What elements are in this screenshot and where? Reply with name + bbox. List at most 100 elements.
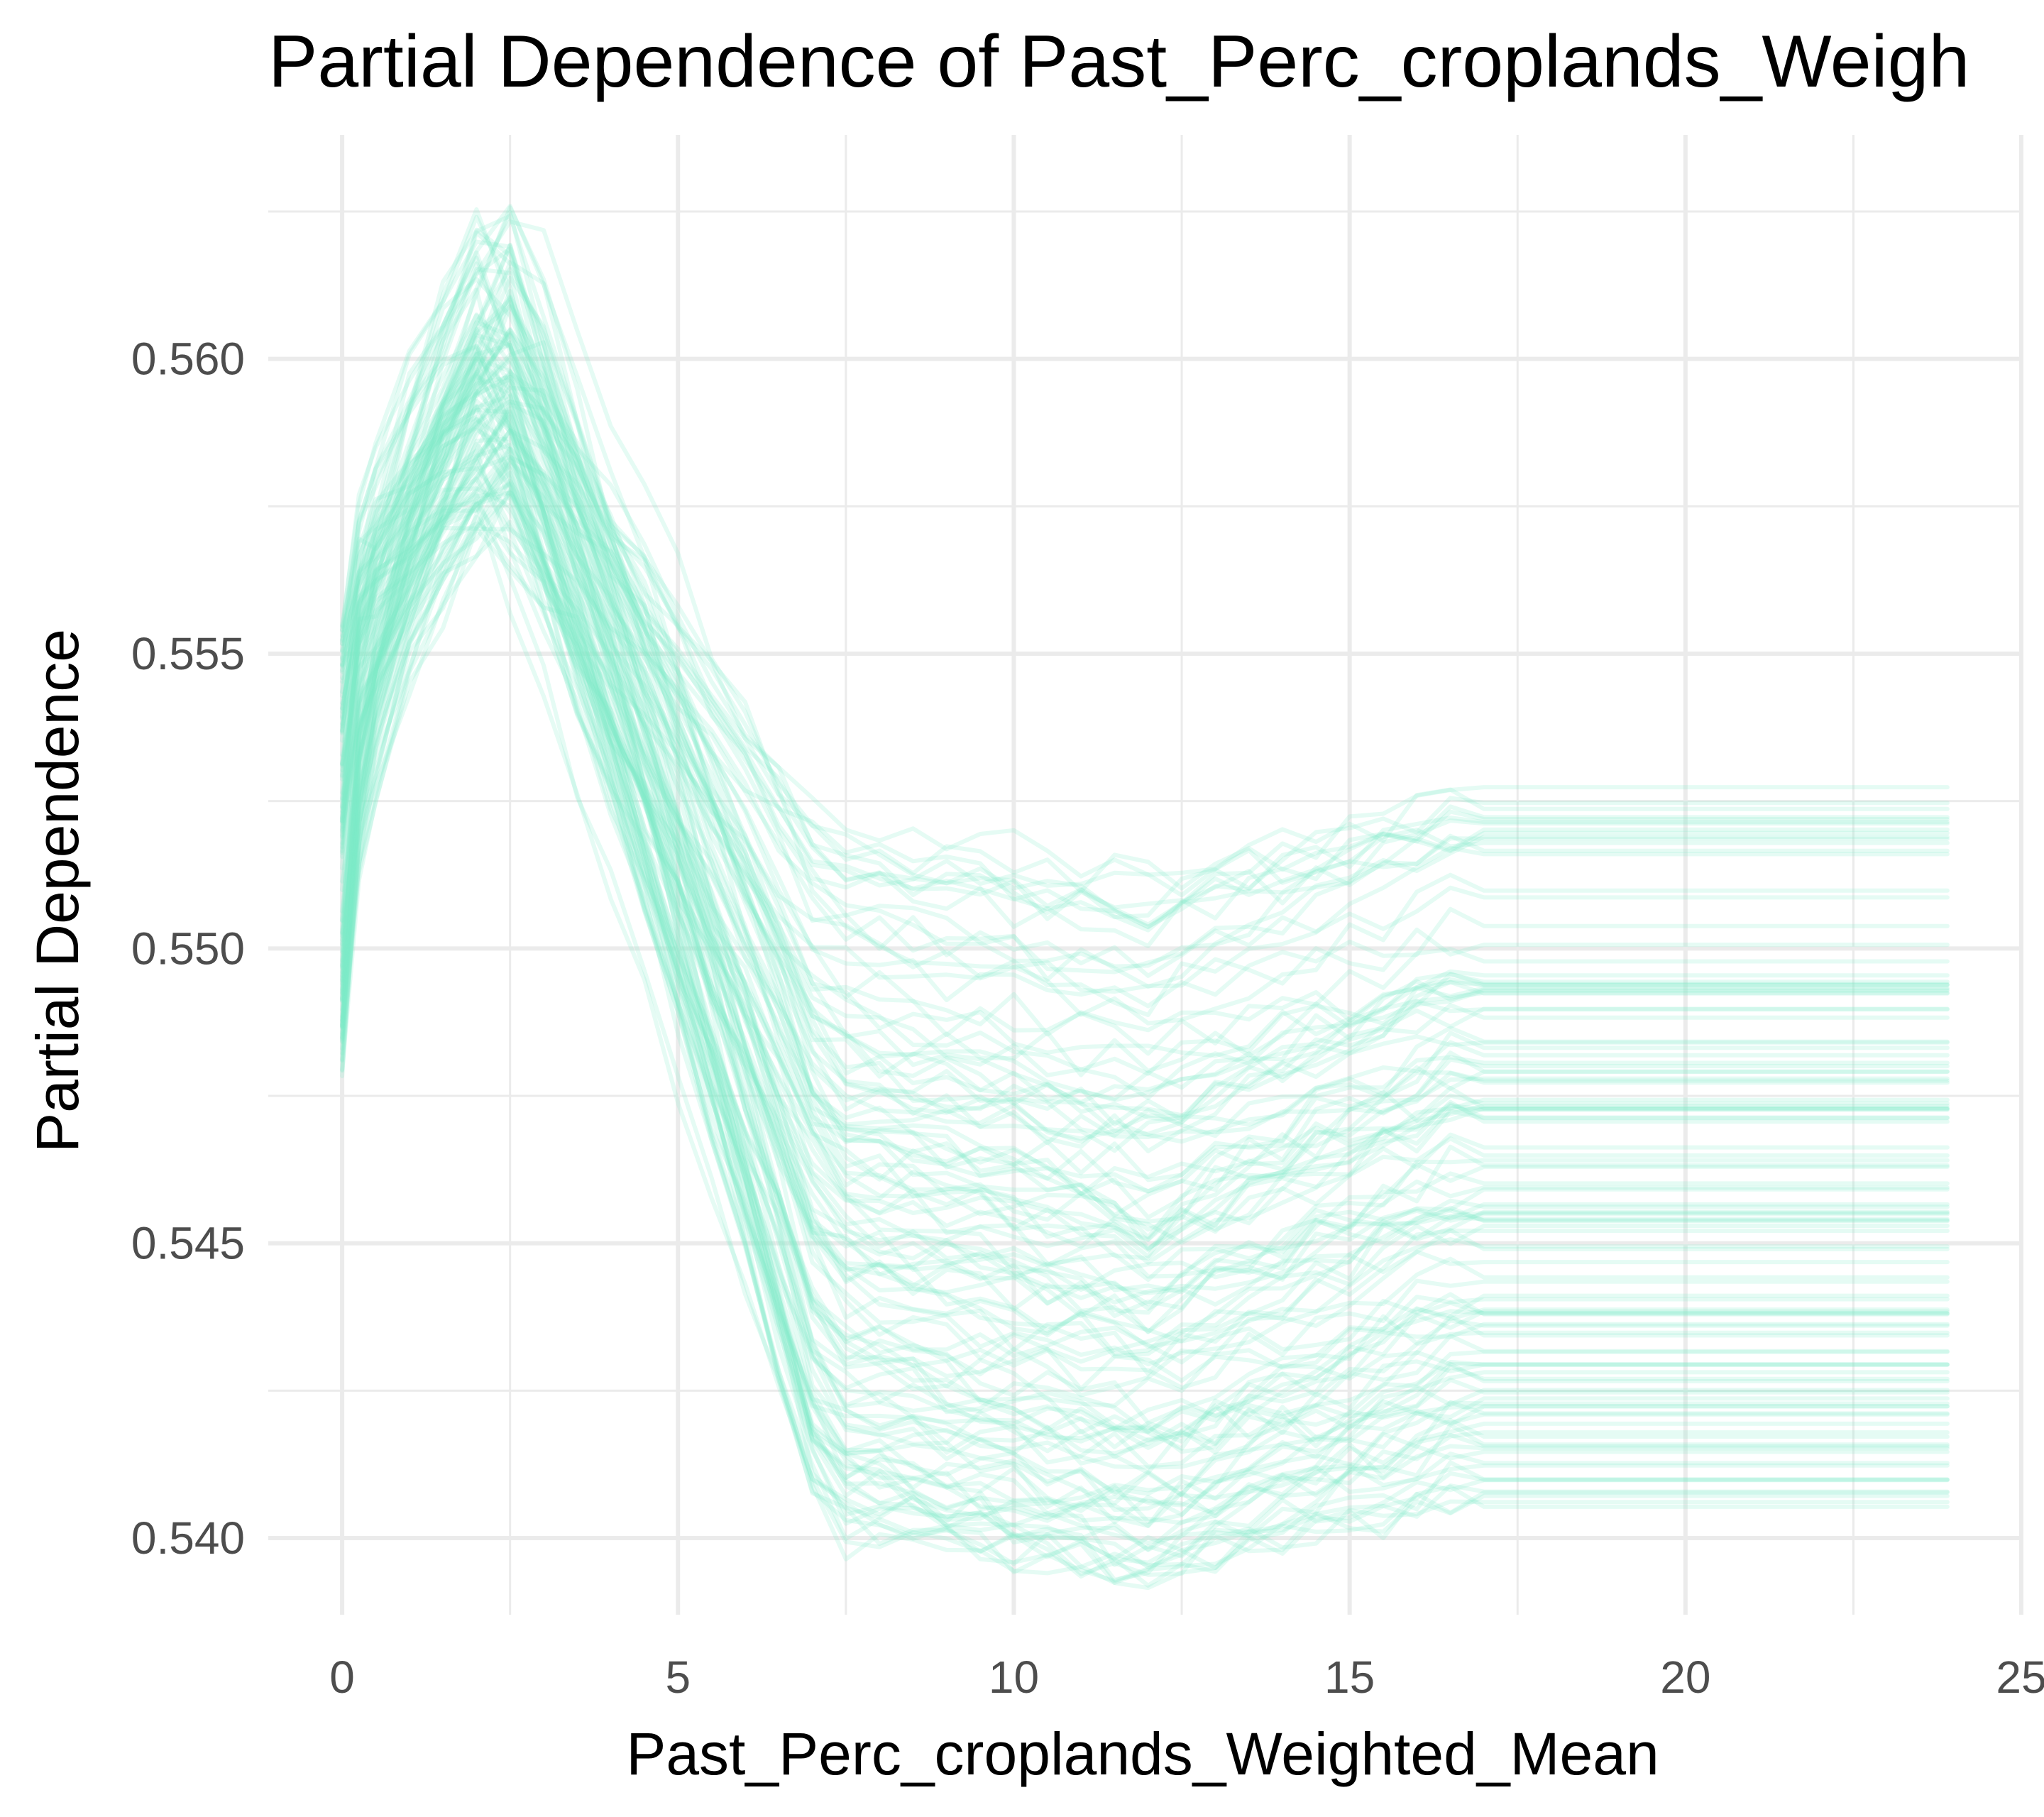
pd-series-line [340, 227, 1950, 1218]
pd-series-line [340, 399, 1950, 1513]
pd-series-line [340, 443, 1950, 1552]
pd-series-line [340, 502, 1950, 1545]
pd-series-line [340, 527, 1950, 1307]
pd-series-line [340, 243, 1950, 1182]
pd-series-line [340, 250, 1950, 1450]
y-axis-title: Partial Dependence [24, 629, 91, 1153]
pd-series-line [340, 441, 1950, 1295]
pd-series-line [340, 346, 1950, 1390]
pd-series-line [340, 205, 1950, 1367]
pd-series-line [340, 406, 1950, 1567]
pd-series-line [340, 400, 1950, 929]
pd-series-line [340, 320, 1950, 1102]
pd-series-line [340, 488, 1950, 1432]
pd-series-line [340, 411, 1950, 1194]
pd-series-line [340, 295, 1950, 1552]
pd-series-line [340, 261, 1950, 1242]
x-tick-label: 15 [1324, 1652, 1375, 1703]
pd-series-line [340, 388, 1950, 1470]
y-tick-label: 0.540 [131, 1513, 245, 1564]
pd-series-line [340, 367, 1950, 1334]
pd-series-line [340, 326, 1950, 1023]
pd-series-line [340, 356, 1950, 1582]
pd-series-line [340, 358, 1950, 1591]
pd-series-line [340, 427, 1950, 1356]
pd-series-line [340, 404, 1950, 1451]
pd-series-line [340, 374, 1950, 1009]
pd-series-line [340, 370, 1950, 1282]
pd-series-line [340, 394, 1950, 1077]
pd-series-line [340, 461, 1950, 1513]
pd-series-line [340, 333, 1950, 1344]
pd-series-line [340, 343, 1950, 1194]
pd-series-line [340, 414, 1950, 1588]
pd-series-line [340, 482, 1950, 1434]
pd-series-line [340, 515, 1950, 1017]
pd-series-line [340, 331, 1950, 933]
grid [268, 135, 2023, 1615]
chart-title: Partial Dependence of Past_Perc_cropland… [268, 21, 1969, 103]
pd-series-line [340, 486, 1950, 1259]
x-tick-label: 20 [1660, 1652, 1710, 1703]
pd-series-line [340, 214, 1950, 1358]
pd-series-line [340, 256, 1950, 1292]
pd-series-line [340, 210, 1950, 1364]
pd-series-line [340, 521, 1950, 1498]
pd-series-line [340, 500, 1950, 1197]
pd-series-line [340, 429, 1950, 1251]
pd-series-line [340, 313, 1950, 1118]
pd-series-line [340, 204, 1950, 1153]
pd-series-line [340, 304, 1950, 1102]
pd-series-line [340, 446, 1950, 1425]
pd-series-line [340, 393, 1950, 1311]
pd-series-line [340, 330, 1950, 1512]
pd-series-line [340, 448, 1950, 1408]
y-tick-label: 0.560 [131, 334, 245, 385]
pd-series-line [340, 344, 1950, 1583]
y-tick-label: 0.555 [131, 628, 245, 679]
pd-series-line [340, 520, 1950, 1569]
pd-series-line [340, 428, 1950, 978]
pd-series-line [340, 454, 1950, 975]
pd-series-line [340, 267, 1950, 1138]
pd-series-line [340, 312, 1950, 1002]
pd-series-line [340, 466, 1950, 1261]
pd-series-line [340, 369, 1950, 1153]
x-tick-label: 0 [329, 1652, 355, 1703]
x-tick-label: 5 [665, 1652, 691, 1703]
pd-series-line [340, 492, 1950, 1579]
y-tick-label: 0.550 [131, 923, 245, 974]
pd-series-line [340, 356, 1950, 948]
pd-series-line [340, 243, 1950, 1516]
pd-series-line [340, 490, 1950, 1525]
pd-series-line [340, 481, 1950, 1240]
pd-series-line [340, 399, 1950, 1376]
pd-series-line [340, 275, 1950, 1456]
pd-series-line [340, 300, 1950, 1508]
pd-series-line [340, 455, 1950, 1023]
pd-series-line [340, 340, 1950, 1398]
pd-series-line [340, 304, 1950, 1444]
pd-series-line [340, 377, 1950, 1279]
pd-series-line [340, 369, 1950, 1449]
pd-series-line [340, 375, 1950, 978]
pd-series-line [340, 409, 1950, 1251]
pd-series-line [340, 493, 1950, 1242]
pd-series-line [340, 374, 1950, 1585]
pd-series-line [340, 207, 1950, 1506]
pd-series-line [340, 289, 1950, 1561]
pd-series-line [340, 490, 1950, 1146]
pd-series-line [340, 372, 1950, 1434]
pd-series-line [340, 378, 1950, 1525]
pd-series-line [340, 490, 1950, 1305]
x-axis-title: Past_Perc_croplands_Weighted_Mean [626, 1720, 1659, 1787]
pd-series-line [340, 219, 1950, 1026]
pd-series-line [340, 407, 1950, 1365]
pd-series-line [340, 214, 1950, 1265]
pd-series-line [340, 401, 1950, 1443]
pd-series-line [340, 424, 1950, 1253]
x-tick-label: 25 [1996, 1652, 2044, 1703]
pd-series-line [340, 277, 1950, 1104]
pd-series-line [340, 428, 1950, 1100]
pd-series-line [340, 335, 1950, 1056]
